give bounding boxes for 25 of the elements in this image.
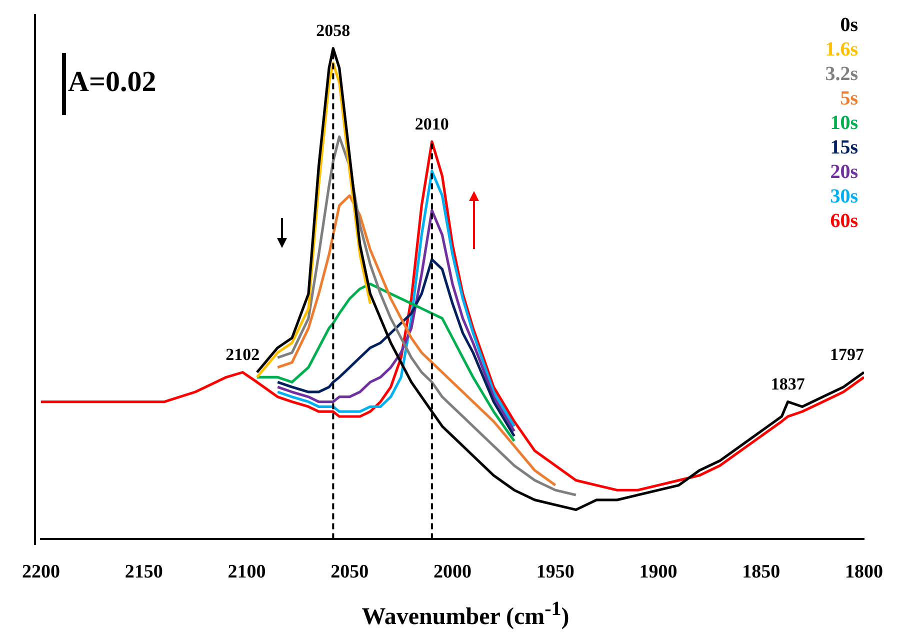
text: 1.6s: [825, 38, 858, 61]
x-tick-label: 2100: [228, 562, 266, 583]
x-tick-label: 1950: [536, 562, 574, 583]
text: 10s: [830, 112, 858, 134]
text: 60s: [830, 210, 858, 232]
x-tick-label: 1900: [639, 562, 678, 583]
text: 5s: [840, 88, 858, 110]
text: 30s: [830, 186, 858, 208]
text: 15s: [830, 136, 858, 159]
text: 20s: [830, 161, 858, 184]
x-tick-label: 2200: [22, 562, 60, 583]
annotation: A=0.02: [68, 66, 156, 99]
annotation: 1797: [830, 345, 864, 364]
text: 3.2s: [825, 63, 858, 86]
x-tick-label: 2050: [330, 562, 369, 583]
x-tick-label: 1800: [845, 562, 883, 583]
x-axis-title: Wavenumber (cm$^{-1}$): [360, 598, 570, 631]
x-tick-label: 2000: [434, 562, 472, 583]
text: 0s: [840, 14, 858, 36]
annotation: 1837: [770, 374, 806, 394]
x-tick-label: 1850: [742, 562, 780, 583]
annotation: 2010: [414, 114, 449, 134]
annotation: 2058: [316, 21, 350, 40]
annotation: 2102: [226, 345, 260, 364]
x-tick-label: 2150: [124, 562, 163, 583]
